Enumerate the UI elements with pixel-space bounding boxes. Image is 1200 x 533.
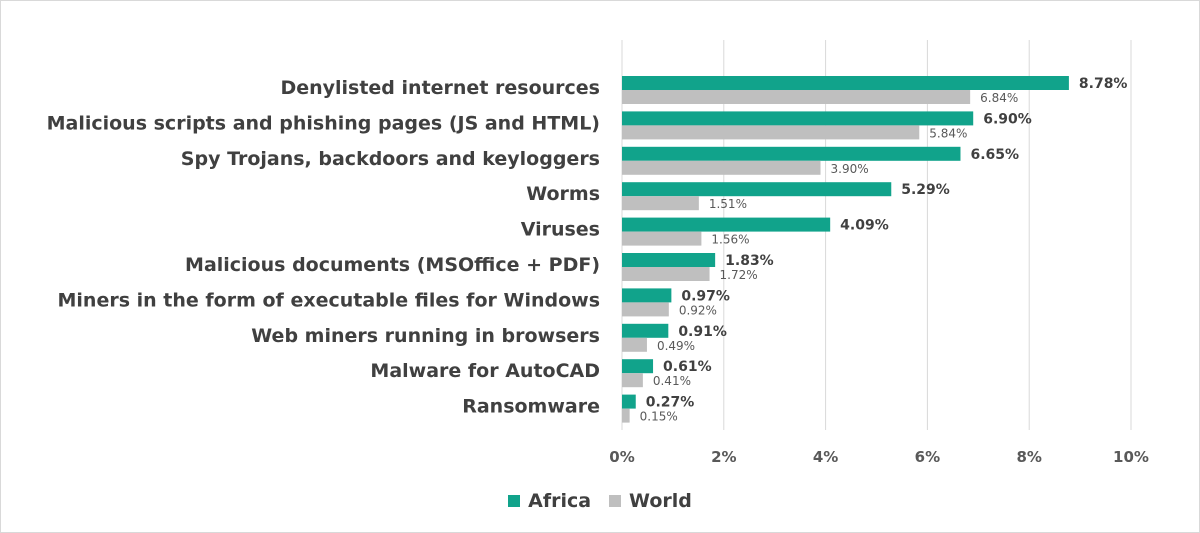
- data-label-world: 5.84%: [929, 126, 967, 140]
- legend-swatch-world: [609, 495, 622, 507]
- bar-world-denylisted-internet-resources: [622, 90, 971, 104]
- bar-africa-web-miners-running-in-browsers: [622, 323, 669, 338]
- x-tick-label: 8%: [1016, 448, 1041, 466]
- data-label-world: 0.41%: [653, 374, 691, 388]
- bar-africa-malware-for-autocad: [622, 359, 654, 374]
- bar-chart: 0% 2% 4% 6% 8% 10% Denylisted internet resourc…: [47, 40, 1149, 466]
- data-label-world: 1.72%: [720, 268, 758, 282]
- legend-label-africa: Africa: [528, 490, 592, 512]
- category-label: Worms: [526, 183, 600, 205]
- data-label-world: 1.56%: [711, 233, 749, 247]
- legend-item-world: World: [609, 490, 692, 512]
- category-label: Miners in the form of executable files f…: [58, 289, 600, 311]
- category-label: Malware for AutoCAD: [370, 360, 600, 382]
- labels: 0% 2% 4% 6% 8% 10% Denylisted internet resourc…: [47, 76, 1149, 466]
- x-tick-label: 6%: [915, 448, 940, 466]
- category-label: Malicious documents (MSOffice + PDF): [185, 254, 600, 276]
- bars: [622, 76, 1069, 423]
- data-label-africa: 0.97%: [681, 288, 730, 304]
- data-label-africa: 6.90%: [983, 111, 1032, 127]
- bar-world-viruses: [622, 231, 702, 246]
- data-label-africa: 6.65%: [970, 147, 1019, 163]
- category-label: Denylisted internet resources: [280, 77, 600, 99]
- data-label-world: 6.84%: [980, 91, 1018, 105]
- bar-world-malicious-documents-msoffice-pdf: [622, 267, 710, 281]
- x-tick-label: 10%: [1113, 448, 1149, 466]
- data-label-world: 1.51%: [709, 197, 747, 211]
- legend-label-world: World: [629, 490, 692, 512]
- legend-item-africa: Africa: [508, 490, 591, 512]
- category-label: Ransomware: [462, 396, 600, 418]
- category-label: Web miners running in browsers: [251, 325, 600, 347]
- data-label-africa: 1.83%: [725, 253, 774, 269]
- data-label-world: 0.15%: [640, 410, 678, 424]
- data-label-africa: 8.78%: [1079, 76, 1128, 92]
- legend: Africa World: [0, 490, 1200, 512]
- bar-africa-worms: [622, 182, 892, 197]
- x-tick-label: 4%: [813, 448, 838, 466]
- bar-africa-malicious-documents-msoffice-pdf: [622, 253, 716, 267]
- bar-world-malicious-scripts-and-phishing-pages-js-and-html: [622, 125, 920, 140]
- bar-world-spy-trojans-backdoors-and-keyloggers: [622, 160, 821, 175]
- bar-africa-ransomware: [622, 394, 636, 409]
- bar-world-malware-for-autocad: [622, 373, 643, 388]
- bar-africa-spy-trojans-backdoors-and-keyloggers: [622, 146, 961, 161]
- x-tick-label: 0%: [609, 448, 634, 466]
- category-label: Spy Trojans, backdoors and keyloggers: [181, 148, 600, 170]
- bar-africa-malicious-scripts-and-phishing-pages-js-and-html: [622, 111, 974, 126]
- bar-africa-denylisted-internet-resources: [622, 76, 1069, 90]
- data-label-africa: 4.09%: [840, 218, 889, 234]
- bar-world-ransomware: [622, 408, 630, 423]
- data-label-world: 0.92%: [679, 303, 717, 317]
- bar-africa-miners-in-the-form-of-executable-files-for-windows: [622, 288, 672, 303]
- data-label-africa: 0.27%: [646, 395, 695, 411]
- data-label-world: 0.49%: [657, 339, 695, 353]
- bar-africa-viruses: [622, 217, 831, 232]
- bar-world-worms: [622, 196, 699, 211]
- category-label: Viruses: [521, 219, 600, 241]
- data-label-world: 3.90%: [831, 162, 869, 176]
- data-label-africa: 0.61%: [663, 359, 712, 375]
- category-label: Malicious scripts and phishing pages (JS…: [47, 112, 600, 134]
- bar-world-web-miners-running-in-browsers: [622, 337, 647, 352]
- x-tick-label: 2%: [711, 448, 736, 466]
- bar-world-miners-in-the-form-of-executable-files-for-windows: [622, 302, 669, 317]
- data-label-africa: 5.29%: [901, 182, 950, 198]
- legend-swatch-africa: [508, 495, 521, 507]
- data-label-africa: 0.91%: [678, 324, 727, 340]
